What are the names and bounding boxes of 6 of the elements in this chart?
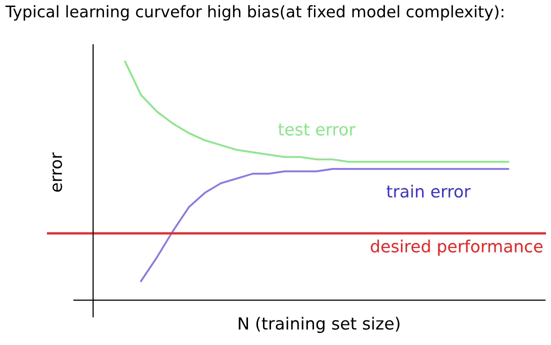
series-label: test error: [278, 124, 356, 136]
series-label: train error: [386, 184, 471, 198]
x-axis-title: N (training set size): [238, 316, 400, 333]
chart-title: Typical learning curvefor high bias(at fixed model complexity):: [5, 5, 504, 21]
ref-line-label: desired performance: [370, 240, 542, 256]
y-axis-title: error: [52, 152, 62, 192]
